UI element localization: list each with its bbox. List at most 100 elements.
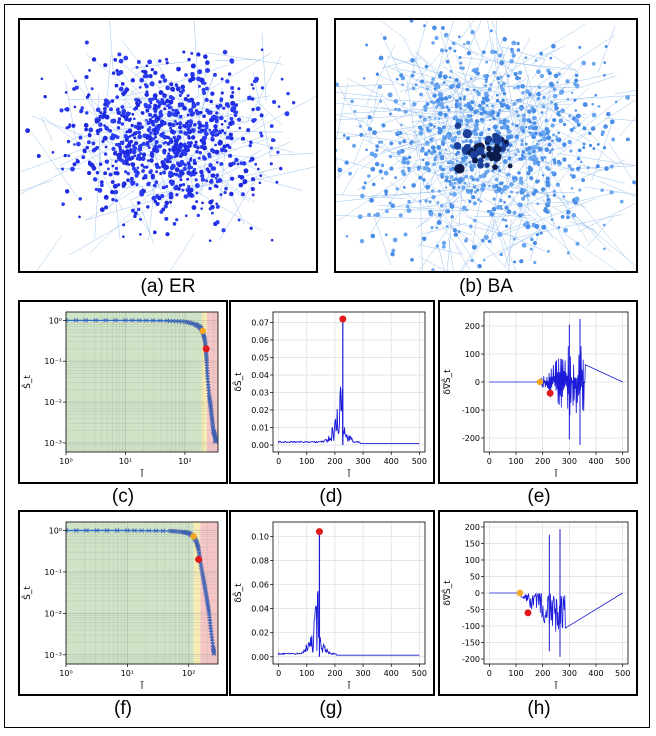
- er-node: [272, 138, 276, 142]
- ba-edge: [578, 202, 636, 232]
- ba-node: [479, 111, 484, 116]
- red-point: [315, 528, 323, 536]
- ba-node: [532, 240, 538, 246]
- ba-node: [548, 81, 554, 87]
- ba-edge: [444, 36, 479, 56]
- er-node: [124, 116, 129, 122]
- ba-node: [550, 123, 555, 128]
- ba-edge: [402, 142, 461, 215]
- ba-edge: [508, 209, 522, 230]
- er-node: [226, 104, 231, 108]
- er-node: [188, 129, 193, 134]
- er-node: [113, 150, 117, 154]
- ba-node: [560, 108, 566, 114]
- series-marker: [160, 528, 166, 534]
- ba-node: [426, 166, 429, 169]
- ba-node: [378, 55, 384, 61]
- ba-edge: [576, 99, 636, 139]
- er-node: [128, 119, 132, 123]
- er-node: [225, 135, 231, 140]
- er-node: [195, 110, 201, 116]
- ba-node: [533, 260, 537, 265]
- red-point: [202, 345, 210, 353]
- plot-area: [66, 522, 218, 664]
- ba-node: [457, 185, 461, 189]
- caption-d: (d): [319, 486, 343, 507]
- ba-node: [551, 43, 556, 49]
- ba-node: [517, 213, 523, 218]
- ba-hub-node: [493, 145, 502, 154]
- ba-node: [407, 166, 411, 170]
- ba-node: [504, 205, 509, 210]
- er-edge: [90, 179, 165, 253]
- ba-node: [395, 187, 399, 191]
- y-tick-label: 10⁻¹: [44, 568, 62, 577]
- ba-node: [365, 148, 368, 152]
- er-edge: [141, 209, 154, 244]
- ba-node: [604, 166, 609, 171]
- ba-node: [435, 105, 439, 109]
- ba-node: [428, 122, 433, 127]
- ba-edge: [577, 200, 627, 259]
- ba-edge: [495, 218, 538, 235]
- er-node: [217, 178, 223, 183]
- er-edge: [238, 166, 316, 185]
- region-yellow: [201, 312, 207, 452]
- ba-node: [512, 210, 517, 215]
- ba-node: [468, 139, 473, 144]
- ba-node: [353, 109, 357, 113]
- ba-node: [433, 158, 437, 162]
- ba-node: [450, 137, 456, 143]
- ba-node: [466, 51, 472, 56]
- ba-node: [471, 163, 477, 169]
- er-node: [187, 184, 191, 189]
- er-node: [59, 108, 64, 113]
- er-node: [178, 142, 183, 147]
- er-node: [126, 178, 130, 182]
- er-node: [121, 184, 126, 188]
- ba-node: [372, 153, 378, 158]
- ba-node: [437, 91, 442, 96]
- network-er-panel: [18, 18, 318, 273]
- ba-node: [535, 142, 539, 146]
- ba-edge: [336, 215, 428, 220]
- ba-node: [535, 179, 540, 184]
- series-marker: [113, 318, 118, 323]
- er-node: [189, 188, 193, 192]
- er-edge: [40, 116, 54, 142]
- er-node: [196, 52, 201, 57]
- er-node: [63, 153, 67, 158]
- ba-node: [517, 202, 522, 207]
- er-node: [229, 94, 234, 99]
- ba-edge: [614, 89, 636, 95]
- series-marker: [146, 528, 152, 534]
- er-node: [183, 147, 188, 152]
- er-node: [222, 144, 227, 149]
- er-node: [269, 146, 273, 150]
- er-node: [111, 197, 115, 202]
- series-marker: [213, 439, 218, 445]
- ba-node: [506, 119, 510, 123]
- red-point: [339, 315, 347, 323]
- ba-edge: [386, 180, 493, 210]
- er-node: [167, 106, 171, 110]
- ba-node: [543, 207, 549, 213]
- ba-node: [552, 171, 555, 175]
- ba-node: [453, 181, 457, 185]
- ba-node: [506, 129, 512, 134]
- er-node: [259, 174, 263, 178]
- ba-edge: [555, 195, 612, 253]
- ba-node: [431, 41, 435, 45]
- er-node: [269, 162, 273, 166]
- er-node: [108, 107, 113, 112]
- ba-node: [512, 237, 516, 241]
- er-node: [205, 86, 209, 91]
- ba-node: [336, 148, 338, 153]
- er-node: [81, 155, 86, 160]
- y-tick-label: 0.04: [251, 605, 269, 614]
- y-axis-label: Ŝ_t: [21, 586, 33, 600]
- x-tick-label: 200: [327, 457, 342, 466]
- ba-edge: [381, 107, 407, 113]
- ba-node: [407, 200, 412, 204]
- er-node: [114, 166, 119, 171]
